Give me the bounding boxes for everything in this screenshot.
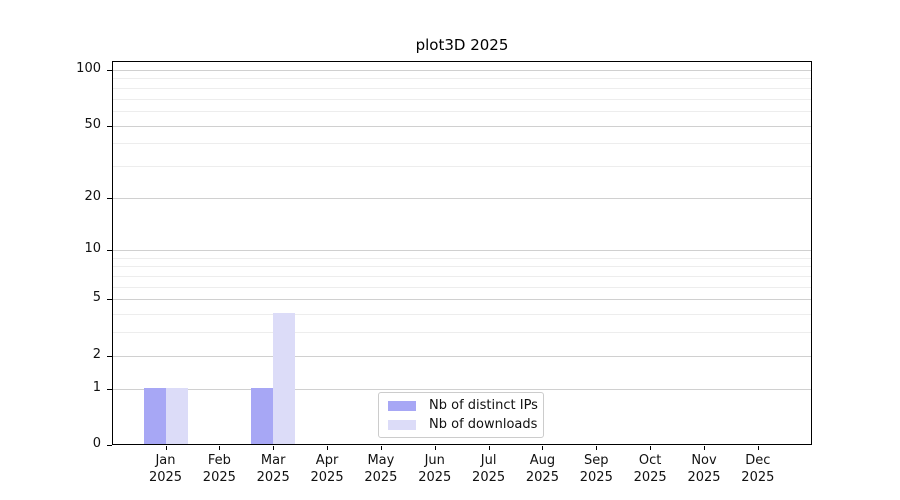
major-gridline <box>113 70 811 71</box>
legend-entry-downloads: Nb of downloads <box>388 417 538 432</box>
x-tick-label: Feb 2025 <box>191 452 247 486</box>
x-axis-tick <box>273 446 275 450</box>
y-tick-label: 10 <box>84 241 101 257</box>
minor-gridline <box>113 276 811 278</box>
major-gridline <box>113 388 811 390</box>
major-gridline <box>113 250 811 252</box>
y-axis-tick <box>107 388 112 390</box>
y-axis-tick <box>107 197 112 199</box>
legend-swatch-downloads-icon <box>388 419 416 430</box>
x-axis-tick <box>542 446 544 450</box>
bar-jan-distinct-ips <box>143 387 166 444</box>
major-gridline <box>113 355 811 357</box>
minor-gridline <box>113 165 811 167</box>
x-tick-label-year: 2025 <box>364 470 398 485</box>
x-axis-tick <box>704 446 705 450</box>
x-tick-label-year: 2025 <box>687 470 721 485</box>
x-tick-label: Oct 2025 <box>622 452 678 486</box>
minor-gridline <box>113 332 811 334</box>
legend-label-distinct-ips: Nb of distinct IPs <box>429 398 538 413</box>
x-tick-label-year: 2025 <box>202 470 236 485</box>
x-tick-label-year: 2025 <box>418 470 452 485</box>
x-tick-label: Aug 2025 <box>514 452 570 486</box>
x-tick-label-year: 2025 <box>256 470 290 485</box>
bar-jan-downloads <box>165 387 188 444</box>
minor-gridline <box>113 266 811 268</box>
y-axis-tick <box>107 445 112 446</box>
x-axis-tick <box>219 446 221 450</box>
y-tick-label: 1 <box>92 379 101 395</box>
legend-label-downloads: Nb of downloads <box>429 417 538 432</box>
minor-gridline <box>113 143 811 145</box>
x-tick-label-year: 2025 <box>525 470 559 485</box>
x-axis-tick <box>488 446 490 450</box>
x-tick-label: Nov 2025 <box>676 452 732 486</box>
x-tick-label: Jun 2025 <box>407 452 463 486</box>
y-axis-tick <box>107 250 112 252</box>
x-tick-label: Mar 2025 <box>245 452 301 486</box>
major-gridline <box>113 299 811 301</box>
x-tick-label-year: 2025 <box>310 470 344 485</box>
x-tick-label-year: 2025 <box>579 470 613 485</box>
x-tick-label: Jan 2025 <box>138 452 194 486</box>
x-tick-label-year: 2025 <box>741 470 775 485</box>
x-axis-tick <box>596 446 598 450</box>
y-axis-tick <box>107 125 112 127</box>
minor-gridline <box>113 257 811 259</box>
x-axis-tick <box>327 446 329 450</box>
minor-gridline <box>113 314 811 316</box>
y-tick-label: 2 <box>92 346 101 362</box>
chart-title: plot3D 2025 <box>415 36 509 54</box>
minor-gridline <box>113 98 811 100</box>
y-tick-label: 100 <box>76 61 101 76</box>
bar-mar-distinct-ips <box>251 387 274 444</box>
x-axis-tick <box>757 446 759 450</box>
y-axis-tick <box>107 355 112 357</box>
minor-gridline <box>113 87 811 89</box>
minor-gridline <box>113 286 811 288</box>
x-axis-tick <box>380 446 382 450</box>
x-tick-label-year: 2025 <box>472 470 506 485</box>
x-tick-label-year: 2025 <box>633 470 667 485</box>
y-tick-label: 0 <box>92 436 101 451</box>
minor-gridline <box>113 78 811 80</box>
plot-area <box>112 61 812 445</box>
major-gridline <box>113 125 811 127</box>
y-axis-tick <box>107 70 112 71</box>
x-axis-tick <box>434 446 436 450</box>
x-tick-label-year: 2025 <box>148 470 183 485</box>
x-tick-label: Sep 2025 <box>568 452 624 486</box>
x-axis-tick <box>165 446 167 450</box>
major-gridline <box>113 197 811 199</box>
x-tick-label: Dec 2025 <box>730 452 786 486</box>
x-axis-tick <box>650 446 652 450</box>
y-tick-label: 50 <box>84 116 101 132</box>
x-tick-label: May 2025 <box>353 452 409 486</box>
x-tick-label: Apr 2025 <box>299 452 355 486</box>
bar-mar-downloads <box>273 313 296 444</box>
y-tick-label: 20 <box>84 188 101 204</box>
legend-swatch-distinct-ips-icon <box>388 400 416 411</box>
y-axis-tick <box>107 299 112 301</box>
legend: Nb of distinct IPs Nb of downloads <box>378 392 544 438</box>
legend-entry-distinct-ips: Nb of distinct IPs <box>388 398 538 413</box>
y-tick-label: 5 <box>92 290 101 306</box>
minor-gridline <box>113 110 811 112</box>
x-tick-label: Jul 2025 <box>461 452 517 486</box>
